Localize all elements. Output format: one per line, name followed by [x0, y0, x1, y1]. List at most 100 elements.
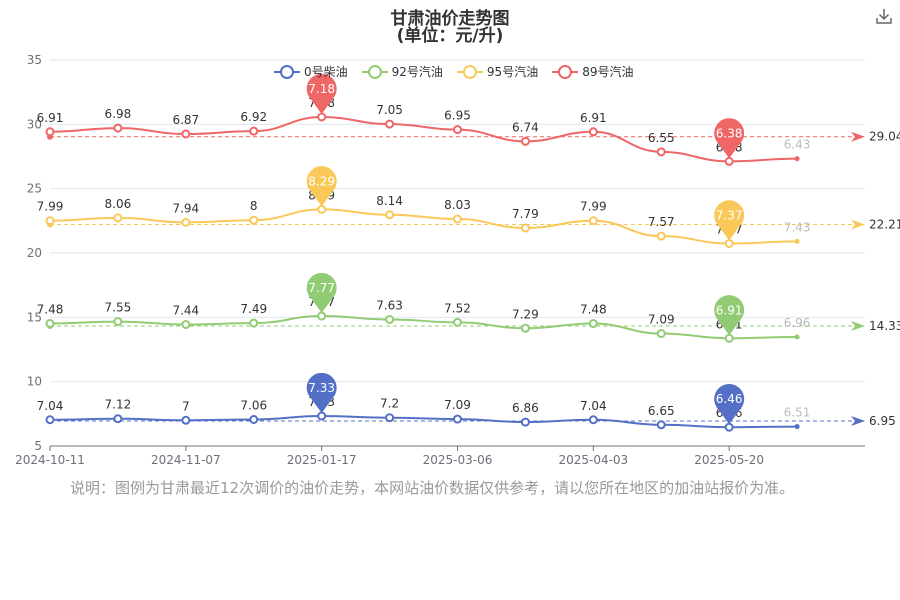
data-label: 7.05	[376, 103, 403, 117]
data-point	[724, 156, 734, 166]
series-line	[49, 415, 798, 429]
data-label: 7.49	[240, 302, 267, 316]
legend-item[interactable]: 95号汽油	[456, 63, 538, 80]
min-pin-label: 6.38	[716, 126, 743, 140]
series-line	[49, 115, 798, 163]
legend-symbol-icon	[361, 64, 388, 79]
data-point	[45, 127, 55, 137]
data-point	[113, 123, 123, 133]
data-point	[656, 420, 666, 430]
legend-symbol-icon	[274, 64, 300, 79]
data-point	[794, 156, 800, 162]
data-label: 7.09	[444, 398, 471, 412]
data-point	[385, 210, 395, 220]
data-label: 7.79	[512, 207, 539, 221]
data-label: 7.99	[580, 200, 607, 214]
data-label: 7.55	[105, 301, 132, 315]
data-point	[249, 215, 259, 225]
data-label: 7.12	[105, 398, 132, 412]
legend-symbol-icon	[552, 64, 579, 79]
min-pin-label: 6.91	[716, 303, 743, 317]
data-point	[385, 413, 395, 423]
data-point	[317, 311, 327, 321]
data-point	[45, 415, 55, 425]
chart-subtitle: (单位：元/升)	[396, 26, 504, 46]
max-pin-label: 8.29	[308, 174, 335, 188]
data-label: 7.43	[784, 220, 811, 234]
min-pin-label: 7.37	[716, 208, 743, 222]
data-label: 6.87	[172, 113, 199, 127]
average-arrow	[851, 219, 865, 230]
y-tick-label: 20	[27, 246, 42, 260]
data-label: 8.14	[376, 194, 403, 208]
average-label: 14.33	[869, 319, 900, 333]
y-tick-label: 25	[27, 182, 42, 196]
data-point	[249, 318, 259, 328]
data-label: 6.51	[784, 406, 811, 420]
data-point	[520, 323, 530, 333]
data-point	[113, 213, 123, 223]
data-point	[317, 411, 327, 421]
data-point	[794, 238, 800, 244]
data-point	[588, 319, 598, 329]
series-line	[49, 315, 798, 340]
data-point	[113, 414, 123, 424]
data-point	[181, 415, 191, 425]
data-label: 6.65	[648, 404, 675, 418]
data-label: 6.95	[444, 109, 471, 123]
data-label: 7.29	[512, 307, 539, 321]
legend-item[interactable]: 92号汽油	[361, 63, 443, 80]
data-point	[453, 125, 462, 135]
data-point	[317, 204, 327, 214]
legend-label: 92号汽油	[391, 65, 443, 79]
download-icon[interactable]	[874, 6, 894, 26]
data-label: 8.03	[444, 198, 471, 212]
data-label: 6.91	[580, 111, 607, 125]
max-pin	[306, 166, 337, 207]
data-point	[520, 136, 530, 146]
data-label: 6.92	[240, 110, 267, 124]
data-label: 6.91	[37, 111, 64, 125]
data-label: 6.98	[105, 107, 132, 121]
min-pin	[714, 118, 745, 159]
average-label: 29.04	[869, 130, 900, 144]
data-point	[45, 319, 55, 329]
data-label: 6.74	[512, 120, 539, 134]
y-tick-label: 35	[27, 53, 42, 67]
min-pin	[714, 200, 745, 241]
data-point	[588, 127, 598, 137]
data-point	[453, 317, 462, 327]
data-label: 7.99	[37, 200, 64, 214]
data-label: 6.86	[512, 401, 539, 415]
data-point	[588, 415, 598, 425]
data-label: 7.06	[240, 398, 267, 412]
data-point	[181, 129, 191, 139]
data-label: 7.52	[444, 301, 471, 315]
data-label: 7.63	[376, 299, 403, 313]
legend-item[interactable]: 89号汽油	[552, 63, 633, 80]
data-point	[520, 223, 530, 233]
min-pin-label: 6.46	[716, 392, 743, 406]
y-tick-label: 10	[27, 375, 42, 389]
data-point	[656, 231, 666, 241]
data-point	[385, 119, 395, 129]
average-label: 6.95	[869, 414, 896, 428]
legend-item[interactable]: 0号柴油	[274, 63, 348, 80]
data-point	[588, 216, 598, 226]
data-label: 7.44	[172, 304, 199, 318]
legend-label: 0号柴油	[304, 65, 348, 79]
data-point	[113, 317, 123, 327]
x-tick-label: 2024-11-07	[151, 453, 221, 467]
data-point	[249, 414, 259, 424]
data-label: 7.94	[172, 201, 199, 215]
data-point	[249, 126, 259, 136]
data-label: 7.04	[580, 399, 607, 413]
data-label: 7.48	[580, 303, 607, 317]
max-pin-label: 7.33	[308, 381, 335, 395]
max-pin-label: 7.77	[308, 281, 335, 295]
y-tick-label: 15	[27, 310, 42, 324]
legend-symbol-icon	[456, 64, 483, 79]
chart-title: 甘肃油价走势图	[390, 9, 510, 29]
average-arrow	[851, 131, 865, 142]
